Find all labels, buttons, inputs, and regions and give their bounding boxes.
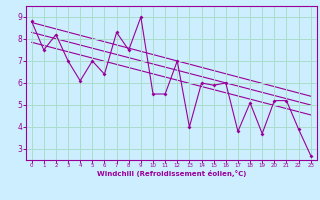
X-axis label: Windchill (Refroidissement éolien,°C): Windchill (Refroidissement éolien,°C) [97, 170, 246, 177]
